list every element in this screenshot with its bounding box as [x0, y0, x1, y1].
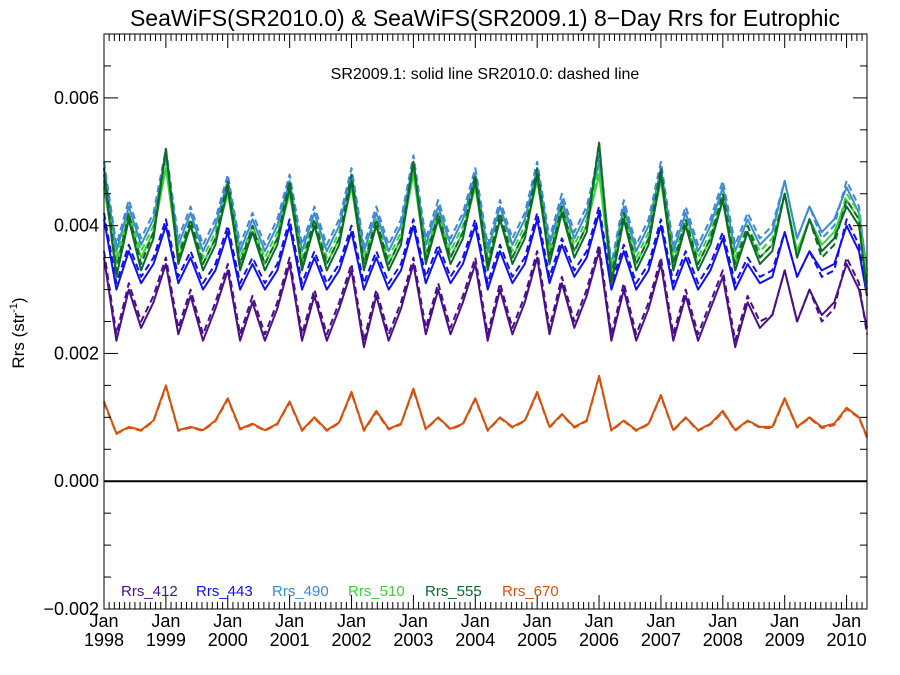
- series-line-rrs-443-dashed: [103, 205, 868, 297]
- plot-frame: [103, 33, 868, 610]
- x-tick-label-year: 2005: [517, 630, 557, 650]
- x-tick-label-year: 2009: [765, 630, 805, 650]
- x-tick-label-year: 2008: [703, 630, 743, 650]
- x-tick-label-month: Jan: [770, 611, 799, 631]
- legend: Rrs_412 Rrs_443 Rrs_490 Rrs_510 Rrs_555 Rrs_6…: [121, 583, 559, 600]
- x-tick-label-year: 2000: [208, 630, 248, 650]
- x-tick-label-year: 1998: [84, 630, 124, 650]
- x-tick-label-month: Jan: [832, 611, 861, 631]
- x-tick-label-month: Jan: [89, 611, 118, 631]
- legend-entry-rrs-510: Rrs_510: [348, 583, 405, 600]
- x-tick-label-month: Jan: [461, 611, 490, 631]
- y-axis-label-exponent: -1: [8, 303, 20, 313]
- y-tick-label: 0.006: [54, 88, 99, 108]
- x-tick-label-month: Jan: [708, 611, 737, 631]
- legend-entry-rrs-670: Rrs_670: [502, 583, 559, 600]
- y-tick-label: 0.004: [54, 216, 99, 236]
- x-tick-label-year: 2010: [827, 630, 867, 650]
- x-tick-label-month: Jan: [399, 611, 428, 631]
- x-tick-label-month: Jan: [523, 611, 552, 631]
- line-style-annotation: SR2009.1: solid line SR2010.0: dashed li…: [331, 66, 640, 83]
- svg-text:Rrs (str-1): Rrs (str-1): [8, 297, 28, 368]
- x-tick-label-month: Jan: [337, 611, 366, 631]
- series-line-rrs-443-solid: [103, 211, 868, 297]
- series-line-rrs-412-solid: [103, 250, 868, 349]
- x-tick-label-year: 2007: [641, 630, 681, 650]
- x-tick-label-month: Jan: [151, 611, 180, 631]
- series-line-rrs-490-dashed: [103, 148, 868, 277]
- x-tick-label-month: Jan: [213, 611, 242, 631]
- x-tick-label-year: 2001: [270, 630, 310, 650]
- series-line-rrs-555-dashed: [103, 141, 868, 297]
- x-tick-label-year: 1999: [146, 630, 186, 650]
- axis-layer: −0.0020.0000.0020.0040.006Jan1998Jan1999…: [43, 33, 867, 650]
- x-tick-label-month: Jan: [646, 611, 675, 631]
- y-tick-label: −0.002: [43, 599, 99, 619]
- legend-entry-rrs-412: Rrs_412: [121, 583, 178, 600]
- x-tick-label-year: 2006: [579, 630, 619, 650]
- series-layer: [103, 141, 868, 439]
- chart-title: SeaWiFS(SR2010.0) & SeaWiFS(SR2009.1) 8−…: [130, 5, 840, 31]
- legend-entry-rrs-490: Rrs_490: [272, 583, 329, 600]
- series-line-rrs-670-dashed: [103, 376, 868, 439]
- x-tick-label-month: Jan: [275, 611, 304, 631]
- legend-entry-rrs-443: Rrs_443: [196, 583, 253, 600]
- legend-entry-rrs-555: Rrs_555: [425, 583, 482, 600]
- y-tick-label: 0.002: [54, 343, 99, 363]
- series-line-rrs-412-dashed: [103, 243, 868, 342]
- x-tick-label-year: 2003: [393, 630, 433, 650]
- x-tick-label-year: 2002: [332, 630, 372, 650]
- x-tick-label-month: Jan: [585, 611, 614, 631]
- y-axis-label: Rrs (str-1): [8, 297, 28, 368]
- y-axis-label-base: Rrs (str: [9, 313, 28, 369]
- y-axis-label-close: ): [9, 297, 28, 303]
- y-tick-label: 0.000: [54, 471, 99, 491]
- x-tick-label-year: 2004: [455, 630, 495, 650]
